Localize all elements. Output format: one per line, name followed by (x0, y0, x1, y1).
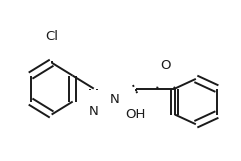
Text: N: N (89, 105, 99, 118)
Text: OH: OH (126, 108, 146, 121)
Text: O: O (161, 59, 171, 72)
Text: N: N (110, 93, 120, 106)
Text: Cl: Cl (45, 30, 58, 43)
